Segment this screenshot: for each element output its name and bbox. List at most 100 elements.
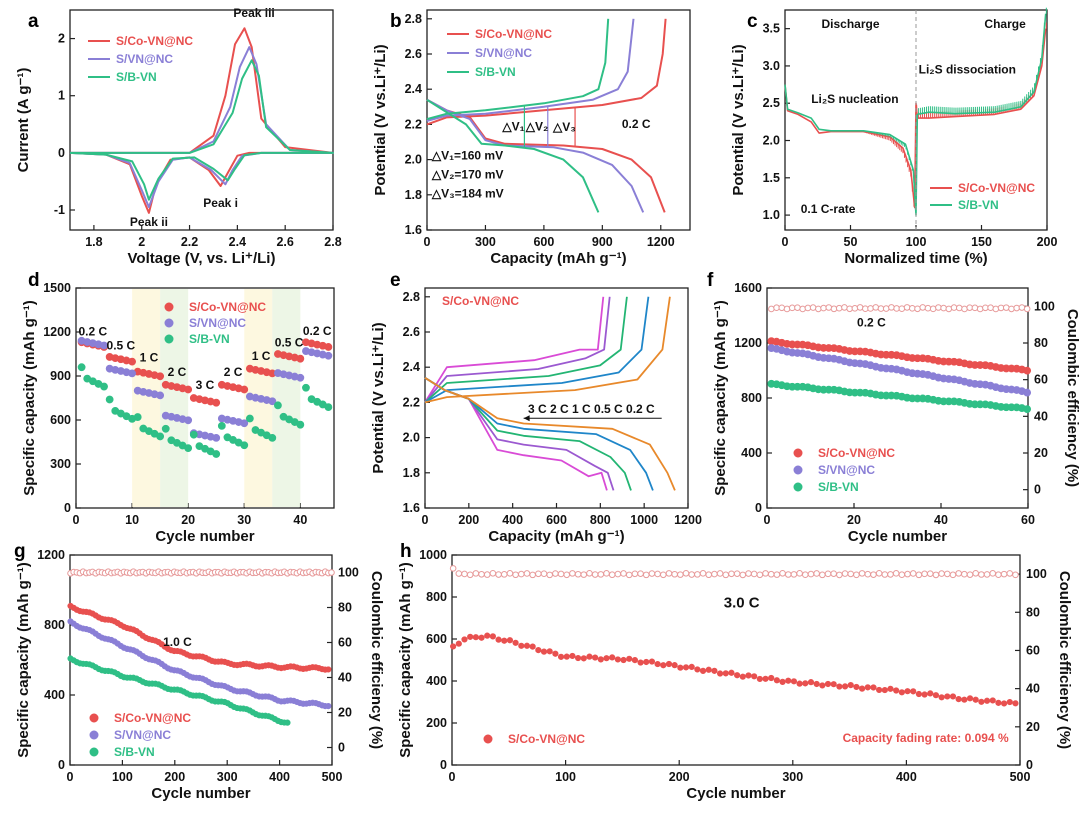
ce-point	[784, 571, 792, 578]
ce-point	[1023, 305, 1031, 313]
capacity-point	[858, 685, 866, 692]
y-tick-label: 1200	[734, 336, 762, 350]
capacity-point	[955, 695, 962, 703]
rate-point	[240, 385, 249, 394]
legend-label: S/B-VN	[189, 332, 230, 346]
ce-point	[987, 304, 994, 312]
legend-label: S/B-VN	[818, 480, 859, 494]
rate-label: 1 C	[140, 350, 159, 364]
panel-label: f	[707, 270, 714, 291]
rate-point	[100, 382, 108, 391]
capacity-point	[671, 662, 678, 669]
ce-point	[870, 571, 877, 578]
ce-point	[955, 304, 963, 312]
ce-point	[820, 304, 827, 312]
legend-marker	[793, 482, 803, 492]
ce-point	[1000, 570, 1008, 578]
y-tick-label: 1.8	[405, 188, 422, 202]
y-tick-label: 2.4	[403, 360, 420, 374]
ce-point	[794, 304, 801, 311]
panel-f: 0 20 40 60 0 400 800 1200 1600 0 20 40 60 80 100 Cycle …	[707, 270, 1080, 545]
rate-label: 2 C	[224, 365, 243, 379]
x-tick-label: 0	[449, 770, 456, 784]
y2-tick-label: 0	[1026, 758, 1033, 772]
ce-point	[966, 571, 974, 578]
capacity-point	[807, 679, 815, 686]
legend-label: S/Co-VN@NC	[958, 181, 1035, 195]
capacity-point	[557, 653, 565, 660]
phase-charge: Charge	[984, 17, 1026, 31]
capacity-point	[966, 695, 974, 702]
x-tick-label: 200	[669, 770, 690, 784]
dissociation-label: Li₂S dissociation	[919, 62, 1016, 76]
ce-point	[614, 570, 622, 578]
capacity-point	[887, 685, 894, 692]
y2-axis-label: Coulombic efficiency (%)	[368, 571, 385, 749]
y-tick-label: 1500	[43, 281, 71, 295]
x-axis-label: Capacity (mAh g⁻¹)	[490, 250, 626, 267]
x-tick-label: 200	[458, 513, 479, 527]
ce-point	[591, 571, 599, 578]
legend-marker	[164, 302, 174, 312]
y-tick-label: 3.0	[763, 59, 780, 73]
capacity-point	[643, 658, 650, 666]
rate-point	[156, 372, 165, 381]
capacity-point	[495, 636, 502, 643]
y2-axis-label: Coulombic efficiency (%)	[1064, 309, 1080, 487]
ce-point	[961, 570, 968, 578]
ce-point	[597, 571, 605, 578]
ce-point	[455, 570, 463, 577]
panel-label: e	[390, 270, 401, 291]
ce-point	[694, 571, 701, 578]
capacity-point	[501, 637, 508, 644]
ce-point	[767, 570, 775, 578]
legend-marker	[164, 318, 174, 328]
y-tick-label: 1200	[37, 548, 65, 562]
capacity-point	[751, 673, 758, 680]
ce-point	[825, 304, 833, 311]
capacity-point	[478, 634, 485, 641]
capacity-point	[586, 653, 593, 660]
rate-point	[161, 424, 170, 433]
panel-title: S/Co-VN@NC	[442, 294, 519, 308]
capacity-point	[921, 691, 928, 698]
panel-h: 0 100 200 300 400 500020040060080010000204060…	[397, 541, 1073, 802]
y-tick-label: 0	[755, 501, 762, 515]
discharge-curve	[426, 98, 600, 213]
panel-e: 0 200 400 600 800 1000 1200 1.6 1.8 2.0 2.2 2.4 2.6 2…	[370, 270, 702, 545]
ce-point	[625, 571, 633, 579]
y-tick-label: 2.6	[405, 47, 422, 61]
y-tick-label: 2.0	[763, 134, 780, 148]
x-tick-label: 2.2	[181, 235, 198, 249]
y-tick-label: 0	[58, 758, 65, 772]
y2-tick-label: 100	[1034, 299, 1055, 313]
capacity-point	[1023, 388, 1032, 397]
y-tick-label: 2.4	[405, 82, 422, 96]
panel-label: d	[28, 270, 40, 291]
capacity-point	[734, 672, 741, 679]
ce-point	[841, 304, 848, 311]
legend-label: S/VN@NC	[116, 52, 173, 66]
y2-tick-label: 20	[338, 706, 352, 720]
ce-point	[546, 571, 553, 579]
ce-point	[824, 570, 832, 578]
ce-point	[926, 570, 934, 577]
ce-point	[552, 570, 559, 577]
ce-point	[932, 571, 940, 579]
x-tick-label: 2.8	[324, 235, 341, 249]
capacity-point	[506, 637, 514, 644]
capacity-point	[978, 698, 985, 705]
ce-point	[1008, 305, 1015, 313]
x-tick-label: 30	[237, 513, 251, 527]
capacity-point	[796, 680, 803, 687]
legend-label: S/Co-VN@NC	[116, 34, 193, 48]
capacity-point	[325, 702, 332, 710]
ce-point	[671, 570, 678, 578]
cv-curve-green	[69, 59, 334, 201]
ce-point	[935, 304, 942, 311]
capacity-point	[284, 719, 291, 726]
y2-tick-label: 100	[338, 566, 359, 580]
capacity-point	[540, 648, 548, 655]
ce-point	[733, 570, 741, 577]
capacity-point	[910, 688, 917, 695]
